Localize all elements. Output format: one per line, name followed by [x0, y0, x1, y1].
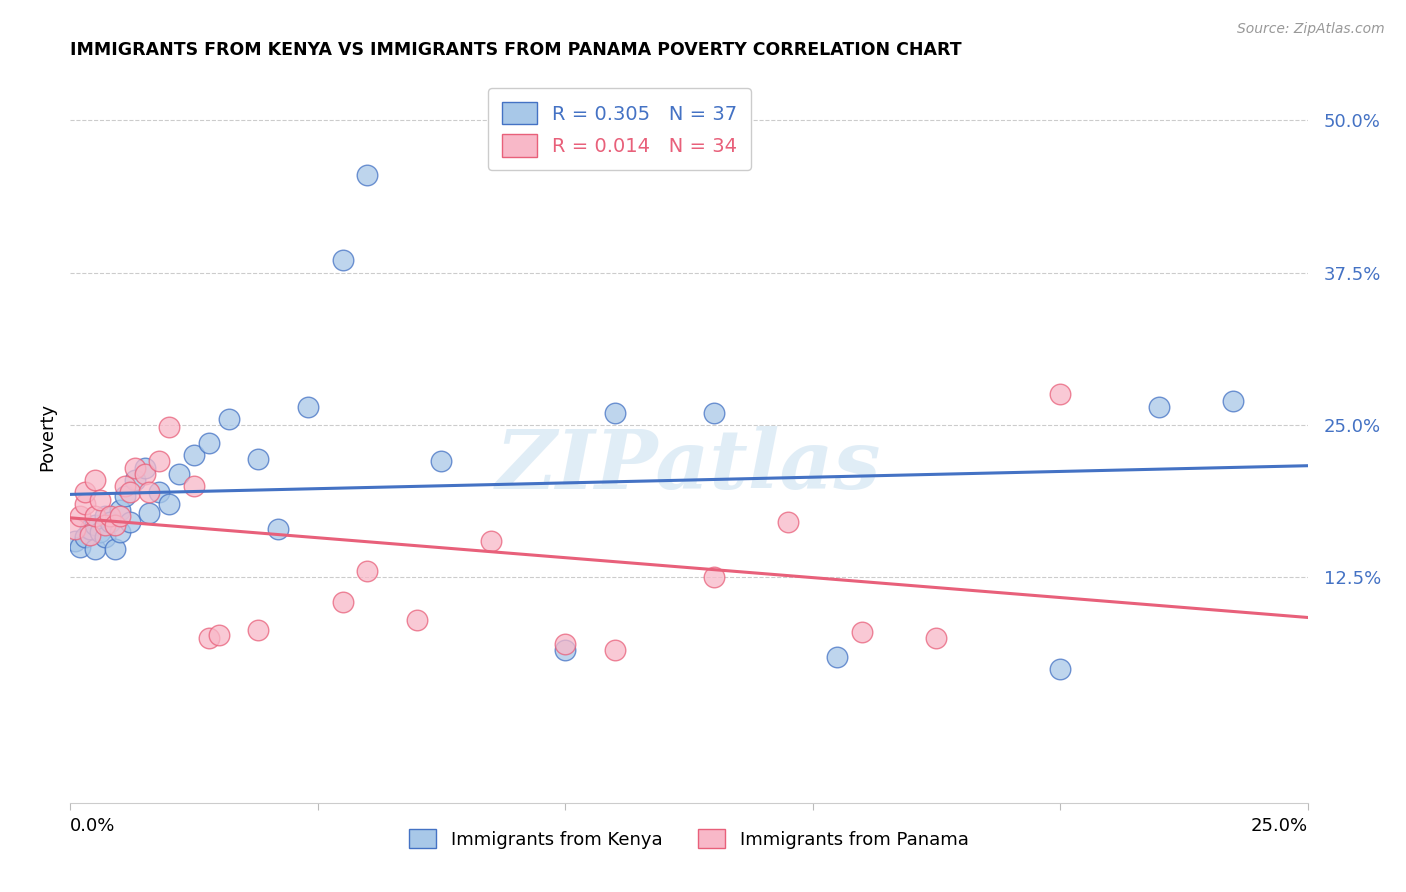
Point [94, 509, 117, 524]
Legend: Immigrants from Kenya, Immigrants from Panama: Immigrants from Kenya, Immigrants from P… [402, 822, 976, 856]
Point [98, 516, 121, 530]
Y-axis label: Poverty: Poverty [38, 403, 56, 471]
Point [157, 497, 180, 511]
Point [183, 479, 205, 493]
Point [69, 509, 91, 524]
Point [703, 570, 725, 584]
Point [148, 485, 170, 500]
Point [332, 253, 354, 268]
Point [603, 406, 626, 420]
Point [84, 542, 107, 557]
Text: IMMIGRANTS FROM KENYA VS IMMIGRANTS FROM PANAMA POVERTY CORRELATION CHART: IMMIGRANTS FROM KENYA VS IMMIGRANTS FROM… [70, 41, 962, 59]
Text: 25.0%: 25.0% [1250, 817, 1308, 836]
Point [118, 485, 141, 500]
Point [84, 517, 107, 532]
Point [124, 460, 146, 475]
Point [703, 406, 725, 420]
Point [1049, 387, 1071, 401]
Point [430, 454, 453, 468]
Point [75, 530, 97, 544]
Point [75, 497, 97, 511]
Point [89, 493, 111, 508]
Text: ZIPatlas: ZIPatlas [496, 426, 882, 507]
Point [108, 503, 131, 517]
Point [94, 517, 117, 532]
Text: Source: ZipAtlas.com: Source: ZipAtlas.com [1237, 22, 1385, 37]
Point [247, 452, 270, 467]
Point [332, 594, 354, 608]
Point [183, 448, 205, 462]
Point [94, 530, 117, 544]
Point [827, 649, 849, 664]
Point [1222, 393, 1244, 408]
Point [208, 627, 231, 641]
Point [134, 460, 156, 475]
Point [554, 637, 576, 651]
Point [479, 533, 502, 548]
Point [851, 625, 873, 640]
Point [65, 533, 87, 548]
Point [84, 473, 107, 487]
Point [356, 168, 378, 182]
Text: 0.0%: 0.0% [70, 817, 115, 836]
Point [148, 454, 170, 468]
Point [138, 506, 160, 520]
Point [1049, 662, 1071, 676]
Point [167, 467, 190, 481]
Point [65, 521, 87, 535]
Point [247, 623, 270, 637]
Point [108, 525, 131, 540]
Point [118, 516, 141, 530]
Point [218, 412, 240, 426]
Point [84, 509, 107, 524]
Point [69, 540, 91, 554]
Point [267, 521, 290, 535]
Point [104, 517, 127, 532]
Point [114, 479, 136, 493]
Point [138, 485, 160, 500]
Point [79, 527, 101, 541]
Point [554, 643, 576, 657]
Point [297, 400, 319, 414]
Point [157, 420, 180, 434]
Point [124, 473, 146, 487]
Point [776, 516, 799, 530]
Point [198, 436, 221, 450]
Point [603, 643, 626, 657]
Point [1147, 400, 1170, 414]
Point [356, 564, 378, 578]
Point [925, 632, 948, 646]
Point [89, 525, 111, 540]
Point [405, 613, 427, 627]
Point [75, 485, 97, 500]
Point [79, 521, 101, 535]
Point [98, 509, 121, 524]
Point [104, 542, 127, 557]
Point [134, 467, 156, 481]
Point [198, 632, 221, 646]
Point [114, 489, 136, 503]
Point [108, 509, 131, 524]
